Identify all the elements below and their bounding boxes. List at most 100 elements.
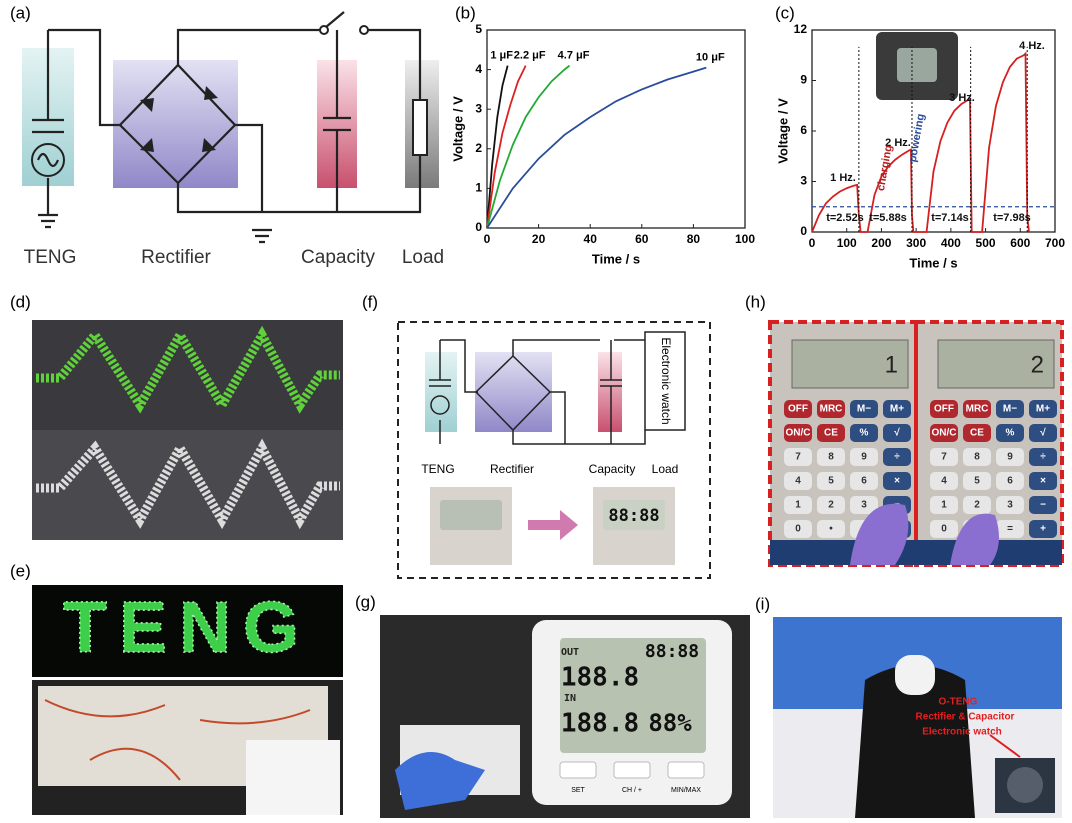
display-text: 88:88 bbox=[645, 641, 699, 662]
calc-key-label: CE bbox=[824, 428, 838, 439]
calc-key-label: 6 bbox=[861, 476, 867, 487]
calc-key-label: 1 bbox=[941, 500, 947, 511]
y-tick-label: 4 bbox=[475, 62, 482, 76]
button-label: CH / + bbox=[622, 787, 642, 794]
calc-key-label: OFF bbox=[788, 404, 808, 415]
display-text: IN bbox=[564, 693, 576, 704]
calc-key-label: + bbox=[1040, 524, 1046, 535]
calc-display-text: 1 bbox=[885, 351, 898, 378]
annotation: t=5.88s bbox=[869, 212, 907, 224]
calc-key-label: • bbox=[829, 524, 833, 535]
circuit-label: Capacity bbox=[589, 462, 636, 476]
x-tick-label: 600 bbox=[1010, 236, 1030, 250]
annotation: 1 Hz. bbox=[830, 172, 856, 184]
annotation: t=7.98s bbox=[993, 212, 1031, 224]
x-tick-label: 100 bbox=[837, 236, 857, 250]
photo-h: 1 OFF MRC M− M+ ON/C CE% √ 7 8 9 ÷ 4 5 6 × 1 2 3 − 0 • = +2 OFF M… bbox=[770, 322, 1062, 565]
panel-label: (d) bbox=[10, 292, 31, 311]
calc-key-label: ON/C bbox=[932, 428, 957, 439]
button-label: MIN/MAX bbox=[671, 787, 701, 794]
circuit-label: TENG bbox=[421, 462, 454, 476]
calc-key-label: ÷ bbox=[894, 452, 900, 463]
calc-key-label: 3 bbox=[1007, 500, 1013, 511]
y-axis-title: Voltage / V bbox=[775, 98, 790, 164]
display-text: OUT bbox=[561, 647, 579, 658]
calc-key-label: MRC bbox=[820, 404, 843, 415]
series-label: 1 μF bbox=[490, 50, 513, 62]
calc-key-label: 0 bbox=[795, 524, 801, 535]
circuit-label: Rectifier bbox=[490, 462, 534, 476]
calc-key-label: MRC bbox=[966, 404, 989, 415]
calc-key-label: 6 bbox=[1007, 476, 1013, 487]
photo-e: TENG bbox=[32, 585, 343, 815]
calc-key-label: OFF bbox=[934, 404, 954, 415]
watch-face bbox=[897, 48, 937, 82]
x-tick-label: 300 bbox=[906, 236, 926, 250]
calc-key-label: CE bbox=[970, 428, 984, 439]
calc-key-label: 5 bbox=[828, 476, 834, 487]
calc-key-label: 9 bbox=[1007, 452, 1013, 463]
series-label: 4.7 μF bbox=[558, 50, 590, 62]
panel-label: (i) bbox=[755, 594, 770, 613]
calc-key-label: 7 bbox=[941, 452, 947, 463]
calc-key-label: 2 bbox=[974, 500, 980, 511]
x-axis-title: Time / s bbox=[592, 251, 640, 266]
calc-key-label: 1 bbox=[795, 500, 801, 511]
circuit-label: Rectifier bbox=[141, 247, 211, 268]
calc-key-label: 0 bbox=[941, 524, 947, 535]
photo-label: Rectifier & Capacitor bbox=[916, 712, 1015, 723]
calc-key-label: 8 bbox=[974, 452, 980, 463]
display-text: 188.8 bbox=[561, 663, 639, 693]
y-tick-label: 6 bbox=[800, 123, 807, 137]
x-tick-label: 40 bbox=[584, 232, 598, 246]
y-tick-label: 1 bbox=[475, 181, 482, 195]
panel-label: (f) bbox=[362, 292, 378, 311]
x-tick-label: 200 bbox=[871, 236, 891, 250]
series-label: 2.2 μF bbox=[514, 50, 546, 62]
circuit-label: Load bbox=[402, 247, 444, 268]
x-tick-label: 400 bbox=[941, 236, 961, 250]
calc-display-text: 2 bbox=[1031, 351, 1044, 378]
y-tick-label: 9 bbox=[800, 73, 807, 87]
x-tick-label: 0 bbox=[809, 236, 816, 250]
panel-label: (c) bbox=[775, 3, 795, 22]
calc-key-label: = bbox=[1007, 524, 1013, 535]
button bbox=[614, 762, 650, 778]
x-tick-label: 100 bbox=[735, 232, 755, 246]
y-tick-label: 0 bbox=[475, 220, 482, 234]
photo-d bbox=[32, 320, 343, 540]
panel-label: (h) bbox=[745, 292, 766, 311]
calc-key-label: 3 bbox=[861, 500, 867, 511]
display-text: 188.8 bbox=[561, 709, 639, 739]
calc-key-label: % bbox=[1006, 428, 1015, 439]
y-axis-title: Voltage / V bbox=[450, 96, 465, 162]
annotation: 4 Hz. bbox=[1019, 40, 1045, 52]
photo-label: O-TENG bbox=[939, 697, 978, 708]
x-tick-label: 80 bbox=[687, 232, 701, 246]
button-label: SET bbox=[571, 787, 585, 794]
calc-key-label: 7 bbox=[795, 452, 801, 463]
calc-key-label: % bbox=[860, 428, 869, 439]
calc-key-label: M+ bbox=[890, 404, 904, 415]
calc-key-label: 4 bbox=[941, 476, 947, 487]
calc-key-label: √ bbox=[894, 428, 900, 439]
calc-key-label: √ bbox=[1040, 428, 1046, 439]
watch-label: Electronic watch bbox=[659, 337, 673, 424]
annotation: t=2.52s bbox=[826, 212, 864, 224]
photo-label: Electronic watch bbox=[922, 727, 1001, 738]
calc-key-label: × bbox=[894, 476, 900, 487]
x-tick-label: 500 bbox=[976, 236, 996, 250]
circuit-label: Load bbox=[652, 462, 679, 476]
x-tick-label: 0 bbox=[484, 232, 491, 246]
calc-key-label: − bbox=[1040, 500, 1046, 511]
panel-label: (b) bbox=[455, 3, 476, 22]
y-tick-label: 3 bbox=[800, 174, 807, 188]
x-tick-label: 60 bbox=[635, 232, 649, 246]
button bbox=[668, 762, 704, 778]
calc-key-label: ON/C bbox=[786, 428, 811, 439]
calc-key-label: M− bbox=[1003, 404, 1017, 415]
x-tick-label: 20 bbox=[532, 232, 546, 246]
led-text: TENG bbox=[63, 588, 311, 668]
annotation: t=7.14s bbox=[931, 212, 969, 224]
y-tick-label: 3 bbox=[475, 101, 482, 115]
